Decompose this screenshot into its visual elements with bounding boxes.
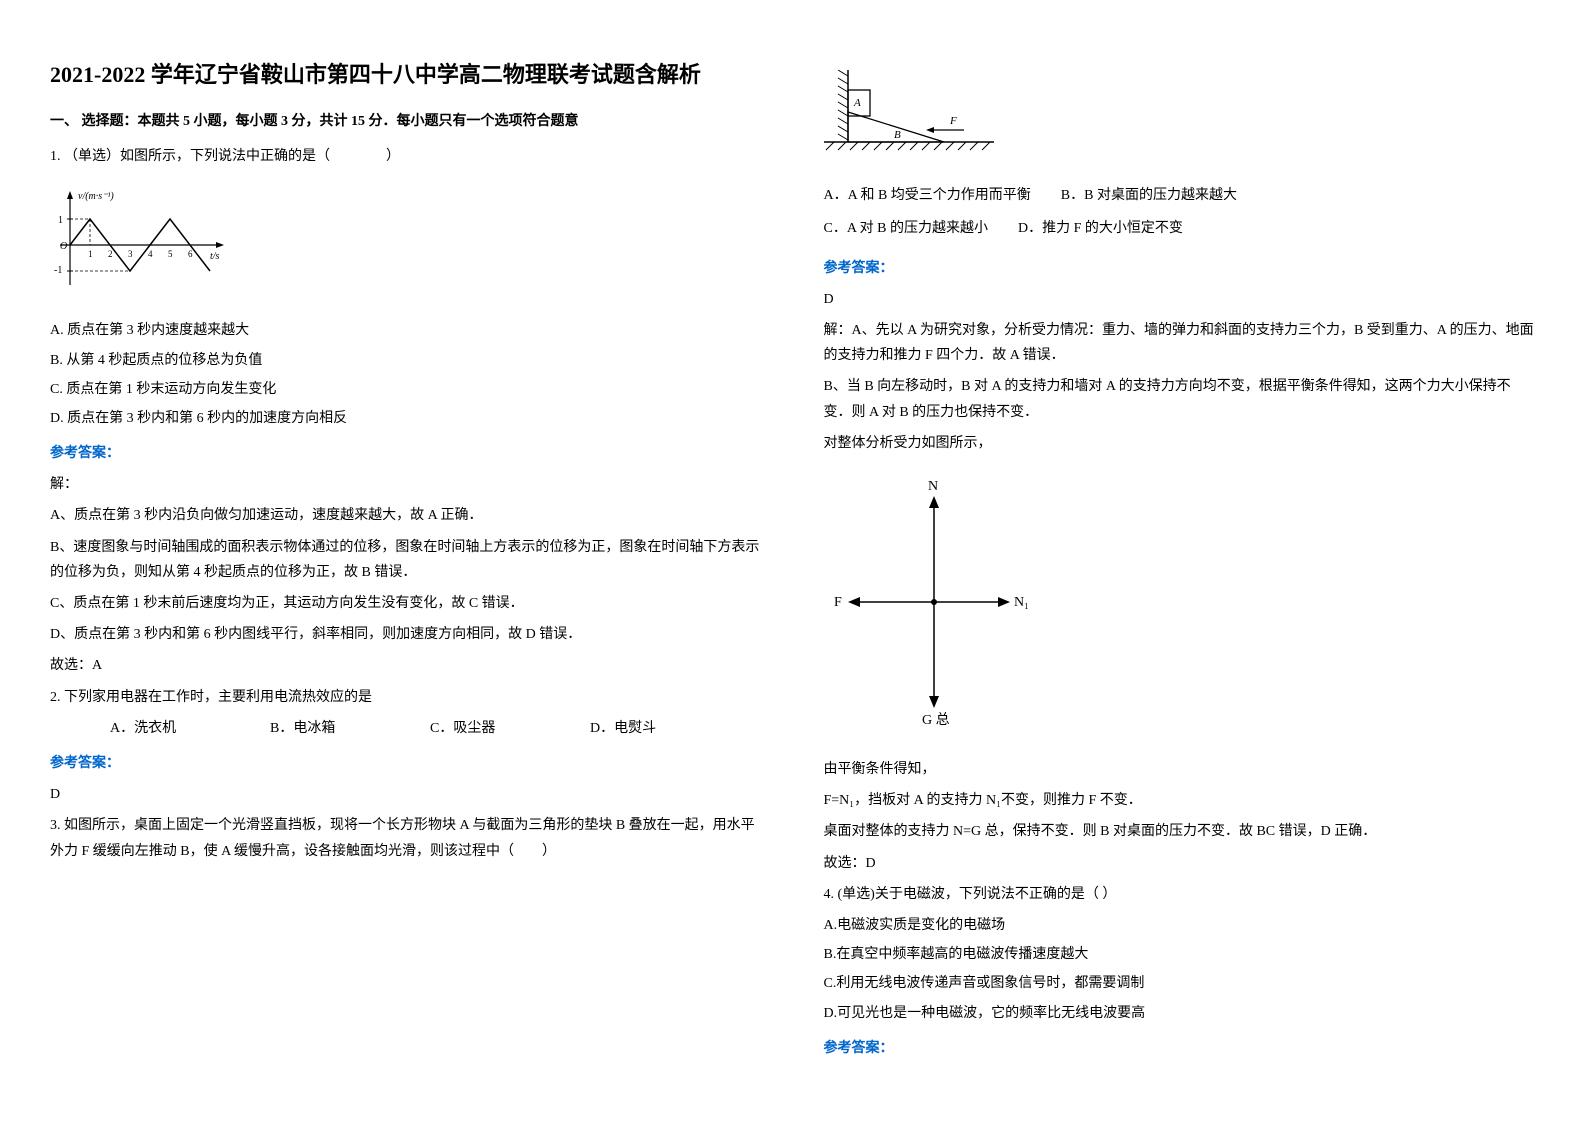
q1-opt-a: A. 质点在第 3 秒内速度越来越大 (50, 318, 764, 343)
svg-text:1: 1 (88, 249, 93, 259)
q3-sol-p7: 故选：D (824, 851, 1538, 876)
svg-text:B: B (894, 129, 901, 141)
q4-answer-label: 参考答案： (824, 1036, 1538, 1061)
q1-sol-pre: 解： (50, 472, 764, 497)
q1-stem: 1. （单选）如图所示，下列说法中正确的是（ ） (50, 144, 764, 169)
q3-sol-p3: 对整体分析受力如图所示， (824, 431, 1538, 456)
q1-graph: v/(m·s⁻¹) t/s 1 -1 1 2 3 4 5 6 (50, 185, 230, 295)
svg-text:O: O (60, 241, 67, 252)
q2-opt-c: C．吸尘器 (430, 716, 550, 741)
svg-text:4: 4 (148, 249, 153, 259)
q1-answer-label: 参考答案： (50, 441, 764, 466)
q3-fbd: N G 总 F N₁ (824, 472, 1044, 732)
q4-opt-a: A.电磁波实质是变化的电磁场 (824, 913, 1538, 938)
q2-answer: D (50, 782, 764, 807)
q3-sol-p5: F=N₁，挡板对 A 的支持力 N₁不变，则推力 F 不变． (824, 788, 1538, 813)
q2-opt-b: B．电冰箱 (270, 716, 390, 741)
q2-answer-label: 参考答案： (50, 751, 764, 776)
q3-opt-d: D．推力 F 的大小恒定不变 (1018, 216, 1183, 241)
svg-text:v/(m·s⁻¹): v/(m·s⁻¹) (78, 191, 114, 202)
q2-opt-a: A．洗衣机 (110, 716, 230, 741)
exam-title: 2021-2022 学年辽宁省鞍山市第四十八中学高二物理联考试题含解析 (50, 60, 764, 91)
q1-sol-a: A、质点在第 3 秒内沿负向做匀加速运动，速度越来越大，故 A 正确． (50, 503, 764, 528)
svg-text:G 总: G 总 (922, 712, 950, 728)
q1-sol-d: D、质点在第 3 秒内和第 6 秒内图线平行，斜率相同，则加速度方向相同，故 D… (50, 622, 764, 647)
q4-opt-d: D.可见光也是一种电磁波，它的频率比无线电波要高 (824, 1001, 1538, 1026)
q1-opt-d: D. 质点在第 3 秒内和第 6 秒内的加速度方向相反 (50, 406, 764, 431)
q3-stem: 3. 如图所示，桌面上固定一个光滑竖直挡板，现将一个长方形物块 A 与截面为三角… (50, 813, 764, 863)
q3-opt-a: A．A 和 B 均受三个力作用而平衡 (824, 183, 1031, 208)
svg-text:N: N (928, 479, 938, 494)
q3-sol-p1: 解：A、先以 A 为研究对象，分析受力情况：重力、墙的弹力和斜面的支持力三个力，… (824, 318, 1538, 368)
q4-opt-c: C.利用无线电波传递声音或图象信号时，都需要调制 (824, 971, 1538, 996)
svg-text:5: 5 (168, 249, 173, 259)
svg-text:F: F (949, 115, 957, 127)
q3-opt-b: B．B 对桌面的压力越来越大 (1061, 183, 1237, 208)
svg-text:-1: -1 (54, 265, 62, 276)
q3-opt-c: C．A 对 B 的压力越来越小 (824, 216, 989, 241)
q1-opt-b: B. 从第 4 秒起质点的位移总为负值 (50, 348, 764, 373)
q2-opt-d: D．电熨斗 (590, 716, 656, 741)
svg-text:A: A (853, 97, 861, 109)
q3-answer-label: 参考答案： (824, 256, 1538, 281)
q1-sol-pick: 故选：A (50, 653, 764, 678)
q3-sol-p2: B、当 B 向左移动时，B 对 A 的支持力和墙对 A 的支持力方向均不变，根据… (824, 374, 1538, 424)
svg-text:N₁: N₁ (1014, 595, 1029, 610)
q3-sol-p6: 桌面对整体的支持力 N=G 总，保持不变．则 B 对桌面的压力不变．故 BC 错… (824, 819, 1538, 844)
q3-sol-p4: 由平衡条件得知， (824, 757, 1538, 782)
q2-stem: 2. 下列家用电器在工作时，主要利用电流热效应的是 (50, 685, 764, 710)
q3-figure: A B F (824, 70, 994, 160)
svg-text:F: F (834, 595, 842, 610)
svg-text:t/s: t/s (210, 251, 220, 262)
q1-sol-b: B、速度图象与时间轴围成的面积表示物体通过的位移，图象在时间轴上方表示的位移为正… (50, 535, 764, 585)
q1-sol-c: C、质点在第 1 秒末前后速度均为正，其运动方向发生没有变化，故 C 错误． (50, 591, 764, 616)
section-1-header: 一、 选择题：本题共 5 小题，每小题 3 分，共计 15 分．每小题只有一个选… (50, 109, 764, 134)
q4-stem: 4. (单选)关于电磁波，下列说法不正确的是（ ） (824, 882, 1538, 907)
q3-answer: D (824, 287, 1538, 312)
svg-text:3: 3 (128, 249, 133, 259)
q1-opt-c: C. 质点在第 1 秒末运动方向发生变化 (50, 377, 764, 402)
svg-text:6: 6 (188, 249, 193, 259)
svg-text:2: 2 (108, 249, 113, 259)
q4-opt-b: B.在真空中频率越高的电磁波传播速度越大 (824, 942, 1538, 967)
svg-text:1: 1 (58, 215, 63, 226)
